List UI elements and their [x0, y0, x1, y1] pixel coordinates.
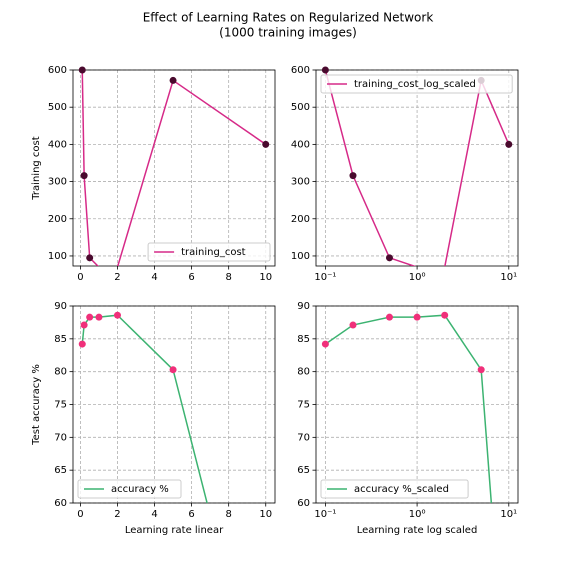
plot-frame	[315, 305, 519, 504]
series-line	[81, 70, 267, 266]
x-tick-label: 4	[151, 509, 157, 520]
y-tick-label: 200	[48, 214, 67, 225]
legend-box	[77, 479, 182, 499]
data-point	[169, 76, 177, 84]
x-tick-label: 2	[114, 509, 120, 520]
data-point	[169, 366, 177, 374]
y-tick-label: 100	[291, 251, 310, 262]
y-tick-label: 75	[297, 400, 310, 411]
y-tick-label: 90	[297, 301, 310, 312]
x-tick-label: 0	[77, 272, 83, 283]
series-line	[324, 314, 493, 503]
data-point	[113, 311, 121, 319]
x-axis-label: Learning rate linear	[125, 525, 224, 536]
data-point	[95, 313, 103, 321]
y-tick-label: 65	[54, 465, 67, 476]
y-tick-label: 400	[291, 139, 310, 150]
x-tick-label: 6	[188, 509, 194, 520]
data-point	[413, 313, 421, 321]
data-point	[78, 340, 86, 348]
x-tick-label: 10¹	[500, 509, 517, 520]
y-tick-label: 70	[297, 432, 310, 443]
data-point	[505, 140, 513, 148]
x-tick-label: 2	[114, 272, 120, 283]
x-tick-label: 10⁻¹	[314, 272, 336, 283]
x-tick-label: 10	[259, 272, 272, 283]
x-tick-label: 8	[225, 272, 231, 283]
legend-box	[320, 479, 469, 499]
figure-title: Effect of Learning Rates on Regularized …	[143, 11, 434, 25]
y-tick-label: 90	[54, 301, 67, 312]
plot-frame	[72, 69, 276, 267]
legend-box	[320, 74, 513, 94]
y-tick-label: 80	[297, 367, 310, 378]
y-tick-label: 300	[48, 177, 67, 188]
legend-label: training_cost_log_scaled	[354, 79, 476, 90]
legend-label: accuracy %_scaled	[354, 484, 449, 495]
y-axis-label: Test accuracy %	[31, 364, 42, 446]
data-point	[321, 340, 329, 348]
data-point	[385, 254, 393, 262]
y-tick-label: 500	[48, 102, 67, 113]
series-line	[81, 314, 208, 503]
x-axis-label: Learning rate log scaled	[357, 525, 478, 536]
x-tick-label: 0	[77, 509, 83, 520]
y-tick-label: 85	[54, 334, 67, 345]
data-point	[78, 66, 86, 74]
data-point	[349, 172, 357, 180]
data-point	[86, 313, 94, 321]
y-tick-label: 100	[48, 251, 67, 262]
y-tick-label: 65	[297, 465, 310, 476]
y-tick-label: 60	[54, 498, 67, 509]
y-tick-label: 200	[291, 214, 310, 225]
y-tick-label: 75	[54, 400, 67, 411]
x-tick-label: 6	[188, 272, 194, 283]
y-tick-label: 400	[48, 139, 67, 150]
legend-label: accuracy %	[111, 484, 169, 495]
data-point	[477, 366, 485, 374]
data-point	[80, 172, 88, 180]
y-tick-label: 600	[291, 65, 310, 76]
data-point	[349, 321, 357, 329]
legend-label: training_cost	[181, 247, 246, 258]
y-tick-label: 85	[297, 334, 310, 345]
y-tick-label: 300	[291, 177, 310, 188]
legend-box	[147, 242, 271, 262]
data-point	[80, 321, 88, 329]
data-point	[321, 66, 329, 74]
data-point	[441, 311, 449, 319]
plot-frame	[72, 305, 276, 504]
data-point	[86, 254, 94, 262]
y-tick-label: 500	[291, 102, 310, 113]
x-tick-label: 10⁰	[409, 509, 426, 520]
x-tick-label: 10¹	[500, 272, 517, 283]
y-axis-label: Training cost	[31, 136, 42, 200]
x-tick-label: 8	[225, 509, 231, 520]
x-tick-label: 10	[259, 509, 272, 520]
y-tick-label: 60	[297, 498, 310, 509]
y-tick-label: 80	[54, 367, 67, 378]
plot-frame	[315, 69, 519, 267]
x-tick-label: 10⁰	[409, 272, 426, 283]
y-tick-label: 600	[48, 65, 67, 76]
y-tick-label: 70	[54, 432, 67, 443]
data-point	[262, 140, 270, 148]
x-tick-label: 4	[151, 272, 157, 283]
figure-subtitle: (1000 training images)	[219, 26, 357, 40]
x-tick-label: 10⁻¹	[314, 509, 336, 520]
data-point	[385, 313, 393, 321]
